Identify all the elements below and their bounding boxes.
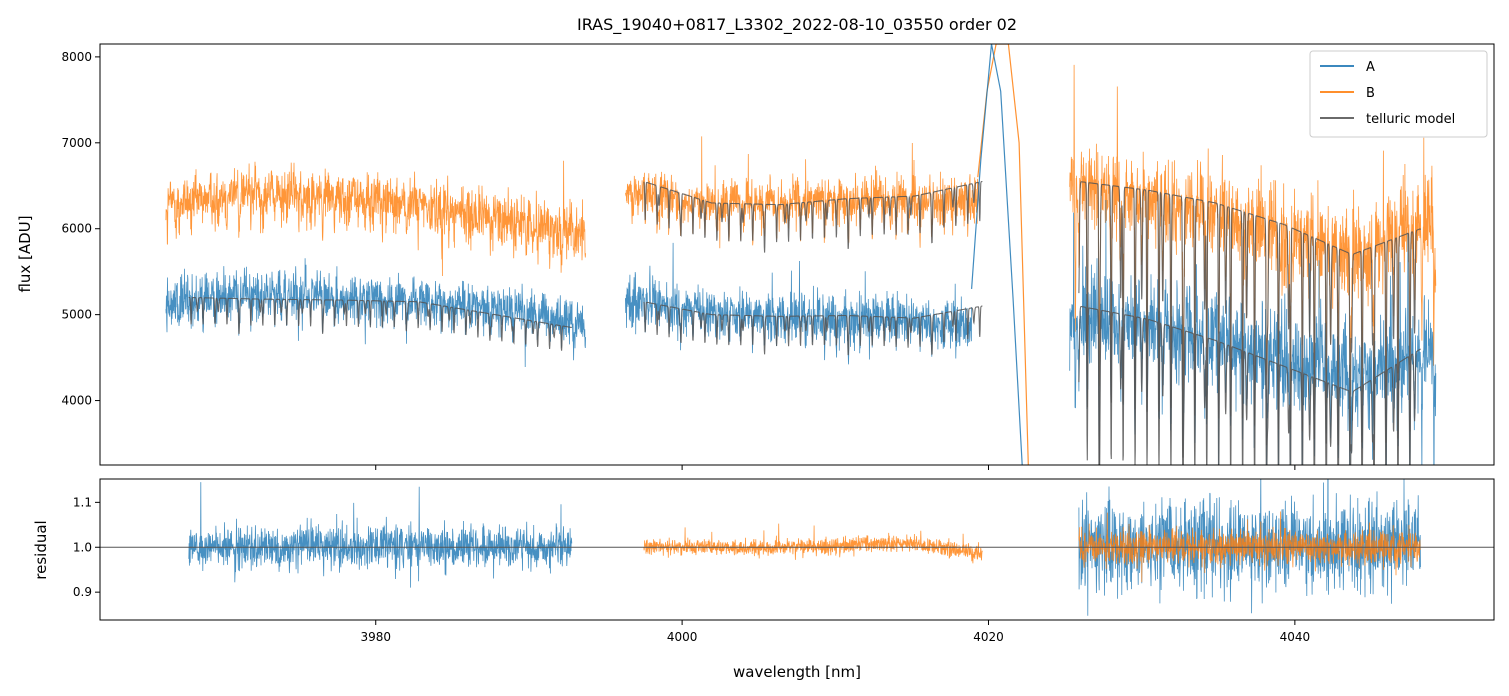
series-a-emission-peak — [971, 44, 1023, 465]
residual-a-segment-1 — [1078, 479, 1421, 616]
flux-ytick-label: 8000 — [61, 50, 92, 64]
legend-box — [1309, 50, 1488, 138]
flux-ytick-label: 7000 — [61, 136, 92, 150]
wavelength-xtick-label: 3980 — [360, 630, 391, 644]
wavelength-axis-label: wavelength [nm] — [733, 663, 861, 681]
flux-ytick-label: 6000 — [61, 222, 92, 236]
wavelength-xtick-label: 4000 — [667, 630, 698, 644]
telluric-model-segment-0 — [188, 296, 572, 351]
series-b-segment-0 — [165, 160, 586, 277]
telluric-model-segment-4 — [1078, 181, 1422, 465]
flux-axis-label: flux [ADU] — [16, 215, 34, 292]
residual-a-segment-0 — [188, 482, 573, 588]
flux-panel-frame — [99, 43, 1495, 466]
series-a-segment-1 — [625, 242, 972, 365]
chart-title: IRAS_19040+0817_L3302_2022-08-10_03550 o… — [577, 15, 1017, 35]
residual-ytick-label: 0.9 — [73, 585, 92, 599]
wavelength-xtick-label: 4040 — [1280, 630, 1311, 644]
legend: A B telluric model — [1309, 50, 1488, 138]
series-a-segment-0 — [165, 258, 586, 368]
flux-panel: 4000 5000 6000 7000 8000 flux [ADU] A B tell… — [16, 43, 1495, 470]
flux-ytick-label: 4000 — [61, 394, 92, 408]
flux-ytick-label: 5000 — [61, 308, 92, 322]
legend-label-a: A — [1366, 60, 1375, 75]
telluric-model-segment-2 — [643, 180, 983, 253]
wavelength-xtick-label: 4020 — [973, 630, 1004, 644]
legend-label-telluric: telluric model — [1366, 112, 1455, 127]
residual-axis-label: residual — [32, 520, 50, 579]
telluric-model-segment-1 — [643, 301, 983, 356]
residual-ytick-label: 1.1 — [73, 495, 92, 509]
residual-panel: 0.9 1.0 1.1 3980 4000 4020 4040 residual wave… — [32, 478, 1495, 681]
residual-panel-frame — [99, 478, 1495, 621]
residual-b-segment-1 — [1078, 511, 1421, 583]
legend-label-b: B — [1366, 86, 1375, 101]
residual-ytick-label: 1.0 — [73, 540, 92, 554]
